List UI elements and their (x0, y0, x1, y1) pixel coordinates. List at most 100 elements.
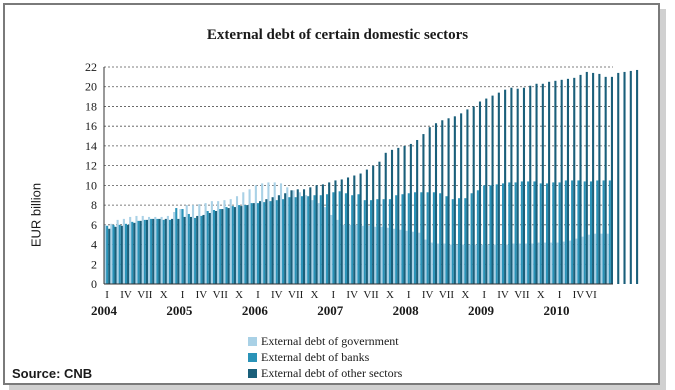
legend-label-government: External debt of government (261, 333, 399, 348)
bar-banks (319, 195, 322, 284)
year-label: 2007 (317, 303, 344, 318)
bar-government (110, 223, 113, 284)
x-tick-label: IV (271, 289, 283, 301)
bar-government (487, 244, 490, 284)
bar-other-sectors (208, 212, 211, 284)
bar-other-sectors (529, 85, 532, 284)
bar-government (499, 244, 502, 284)
bar-government (531, 243, 534, 284)
bar-other-sectors (554, 80, 557, 285)
x-tick-label: IV (120, 289, 132, 301)
bar-other-sectors (296, 189, 299, 284)
bar-government (430, 242, 433, 284)
x-tick-label: VII (288, 289, 304, 301)
bar-other-sectors (403, 145, 406, 284)
legend-swatch-other-sectors (248, 368, 257, 378)
bar-banks (483, 185, 486, 284)
bar-banks (118, 224, 121, 284)
bar-other-sectors (108, 228, 111, 284)
bar-government (550, 242, 553, 284)
x-tick-label: X (537, 289, 545, 301)
bar-banks (583, 181, 586, 284)
bar-government (147, 216, 151, 284)
bar-other-sectors (535, 83, 538, 284)
bar-other-sectors (485, 98, 488, 285)
bar-government (587, 234, 590, 284)
bar-other-sectors (372, 165, 375, 284)
bar-banks (238, 205, 241, 284)
legend: External debt of government External deb… (248, 333, 402, 381)
bar-government (185, 205, 188, 284)
y-tick-label: 12 (85, 159, 97, 173)
bar-government (512, 243, 515, 284)
bar-banks (476, 190, 479, 284)
bar-other-sectors (422, 134, 425, 284)
bar-government (474, 244, 477, 284)
year-label: 2004 (91, 303, 118, 318)
legend-swatch-government (248, 336, 257, 346)
bar-other-sectors (145, 219, 148, 284)
bar-banks (608, 180, 611, 284)
bar-government (254, 185, 257, 284)
bar-banks (520, 181, 523, 284)
bar-government (104, 224, 107, 284)
bar-other-sectors (365, 169, 368, 284)
bar-government (581, 236, 584, 284)
bar-government (380, 226, 383, 284)
bar-banks (344, 193, 347, 284)
bar-government (248, 189, 251, 284)
bar-other-sectors (434, 123, 438, 285)
y-tick-label: 16 (85, 119, 97, 133)
bar-government (455, 244, 458, 284)
x-tick-label: IV (573, 289, 585, 301)
bar-other-sectors (504, 89, 507, 284)
bar-other-sectors (277, 195, 280, 284)
bar-government (342, 224, 345, 284)
bar-other-sectors (152, 218, 155, 284)
x-tick-label: X (461, 289, 469, 301)
bar-banks (225, 207, 228, 284)
bar-government (242, 192, 245, 284)
bar-other-sectors (328, 182, 331, 284)
bar-government (229, 199, 232, 284)
x-tick-label: IV (497, 289, 509, 301)
bar-other-sectors (522, 87, 526, 284)
bar-banks (168, 219, 172, 284)
bar-banks (545, 183, 549, 284)
bar-other-sectors (510, 87, 513, 284)
bar-banks (219, 209, 222, 284)
bar-government (273, 182, 276, 284)
bar-other-sectors (472, 106, 475, 284)
legend-label-other-sectors: External debt of other sectors (261, 365, 403, 380)
bar-government (349, 224, 352, 284)
bar-other-sectors (466, 109, 469, 284)
bar-banks (501, 183, 505, 284)
bar-banks (206, 211, 209, 284)
bar-other-sectors (171, 218, 174, 284)
bar-banks (300, 196, 303, 284)
bar-government (525, 243, 528, 284)
y-tick-label: 10 (85, 178, 97, 192)
x-tick-label: VII (137, 289, 153, 301)
y-tick-label: 4 (91, 238, 97, 252)
bar-banks (533, 181, 536, 284)
bar-other-sectors (617, 72, 620, 284)
bar-banks (288, 197, 291, 284)
bar-banks (539, 183, 542, 284)
bar-banks (294, 197, 297, 284)
y-tick-label: 22 (85, 60, 97, 74)
bar-government (210, 201, 213, 284)
bar-banks (307, 196, 310, 284)
bar-government (154, 216, 157, 284)
x-tick-label: IV (422, 289, 434, 301)
bar-government (367, 225, 371, 284)
bar-government (468, 244, 471, 284)
bar-other-sectors (227, 208, 230, 284)
bar-banks (263, 202, 266, 284)
bar-government (543, 242, 546, 284)
bar-banks (414, 192, 417, 284)
bar-other-sectors (447, 118, 450, 284)
bar-other-sectors (516, 88, 519, 284)
bar-banks (451, 199, 454, 284)
